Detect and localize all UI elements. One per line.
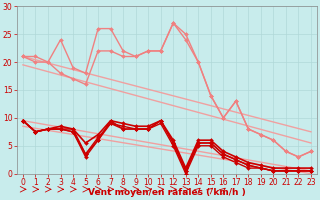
X-axis label: Vent moyen/en rafales ( km/h ): Vent moyen/en rafales ( km/h ) xyxy=(88,188,246,197)
